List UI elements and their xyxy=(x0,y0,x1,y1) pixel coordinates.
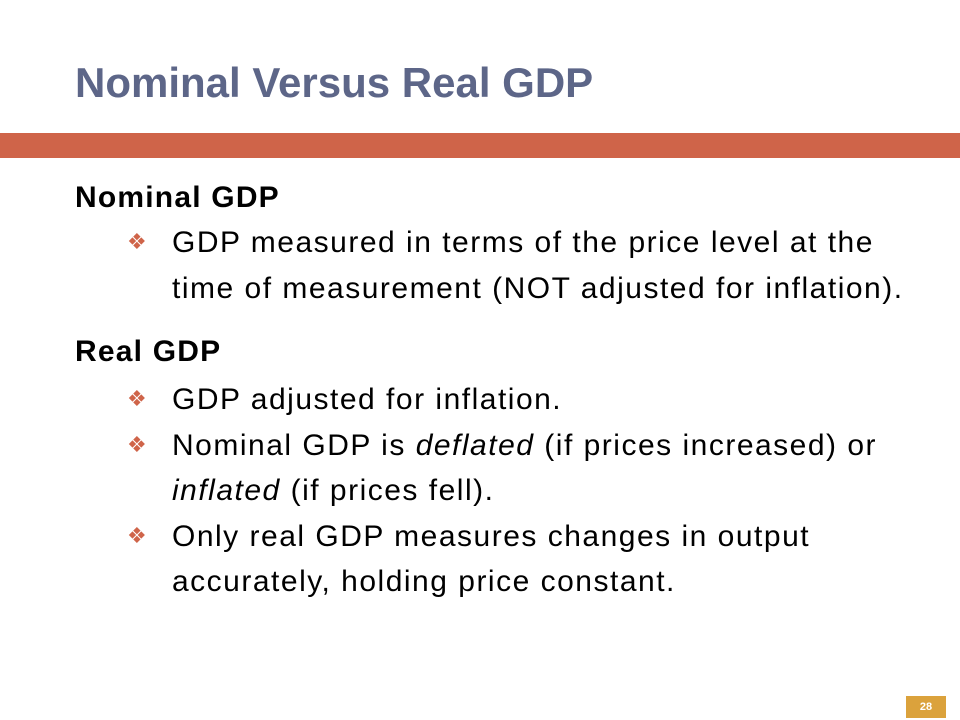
diamond-bullet-icon xyxy=(127,514,147,560)
bullet-text: Nominal GDP is xyxy=(172,428,416,462)
bullet-text: (if prices increased) or xyxy=(534,428,878,462)
bullet-line: GDP adjusted for inflation. xyxy=(172,383,563,416)
bullet-item: Only real GDP measures changes in output… xyxy=(172,514,945,605)
diamond-bullet-icon xyxy=(127,423,147,469)
bullet-item: GDP measured in terms of the price level… xyxy=(172,220,945,311)
bullet-line: accurately, holding price constant. xyxy=(172,565,676,598)
section-real-gdp: Real GDP GDP adjusted for inflation. Nom… xyxy=(75,329,945,605)
bullet-item: Nominal GDP is deflated (if prices incre… xyxy=(172,423,945,514)
bullet-list: GDP measured in terms of the price level… xyxy=(75,220,945,311)
diamond-bullet-icon xyxy=(127,377,147,423)
emphasized-term: inflated xyxy=(172,474,281,507)
bullet-text: (if prices fell). xyxy=(280,474,495,507)
section-heading: Real GDP xyxy=(75,335,222,368)
bullet-list: GDP adjusted for inflation. Nominal GDP … xyxy=(75,377,945,605)
bullet-line: inflated (if prices fell). xyxy=(172,468,945,514)
slide-title: Nominal Versus Real GDP xyxy=(75,59,594,106)
diamond-bullet-icon xyxy=(127,220,147,266)
emphasized-term: deflated xyxy=(415,428,535,462)
bullet-line: Only real GDP measures changes in output xyxy=(172,519,811,553)
accent-bar xyxy=(0,133,960,158)
bullet-line: Nominal GDP is deflated (if prices incre… xyxy=(172,423,945,469)
bullet-line: time of measurement (NOT adjusted for in… xyxy=(172,271,904,305)
section-nominal-gdp: Nominal GDP GDP measured in terms of the… xyxy=(75,175,945,311)
bullet-item: GDP adjusted for inflation. xyxy=(172,377,945,423)
bullet-line: GDP measured in terms of the price level… xyxy=(172,226,874,259)
section-heading: Nominal GDP xyxy=(75,181,280,214)
page-number-badge: 28 xyxy=(906,696,946,718)
